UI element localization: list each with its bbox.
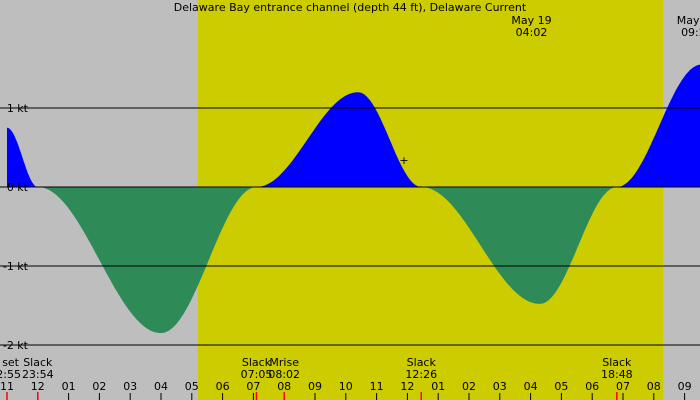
bottom-event-label-1: Slack bbox=[23, 356, 53, 369]
hour-label-2: 01 bbox=[62, 380, 76, 393]
hour-label-6: 05 bbox=[185, 380, 199, 393]
y-tick-labels: 1 kt 0 kt -1 kt -2 kt bbox=[3, 102, 29, 352]
bottom-event-label-0: set bbox=[2, 356, 19, 369]
hour-label-14: 01 bbox=[431, 380, 445, 393]
top-event-time-0: 04:02 bbox=[516, 26, 548, 39]
hour-label-4: 03 bbox=[123, 380, 137, 393]
bottom-event-time-4: 12:26 bbox=[405, 368, 437, 381]
hour-label-17: 04 bbox=[524, 380, 538, 393]
hour-label-8: 07 bbox=[246, 380, 260, 393]
bottom-event-label-2: Slack bbox=[242, 356, 272, 369]
ebb-area bbox=[37, 187, 257, 334]
hour-label-22: 09 bbox=[678, 380, 692, 393]
hour-label-11: 10 bbox=[339, 380, 353, 393]
bottom-event-time-1: 23:54 bbox=[22, 368, 54, 381]
hour-label-13: 12 bbox=[400, 380, 414, 393]
bottom-event-time-2: 07:05 bbox=[241, 368, 273, 381]
y-tick-label-0: 1 kt bbox=[7, 102, 29, 115]
top-event-date-1: May 19 bbox=[677, 14, 700, 27]
top-event-time-1: 09:24 bbox=[681, 26, 700, 39]
ebb-area bbox=[421, 187, 617, 304]
y-tick-label-3: -2 kt bbox=[3, 339, 29, 352]
hour-label-18: 05 bbox=[554, 380, 568, 393]
hour-label-9: 08 bbox=[277, 380, 291, 393]
cursor-marker: + bbox=[399, 154, 408, 167]
y-tick-label-1: 0 kt bbox=[7, 181, 29, 194]
hour-label-0: 11 bbox=[0, 380, 14, 393]
hour-label-19: 06 bbox=[585, 380, 599, 393]
hour-label-12: 11 bbox=[370, 380, 384, 393]
flood-area bbox=[256, 92, 422, 187]
hour-label-7: 06 bbox=[216, 380, 230, 393]
chart-title: Delaware Bay entrance channel (depth 44 … bbox=[174, 1, 527, 14]
flood-area bbox=[7, 127, 38, 187]
hour-label-16: 03 bbox=[493, 380, 507, 393]
current-fills bbox=[7, 64, 700, 334]
bottom-event-label-3: Mrise bbox=[269, 356, 299, 369]
hour-label-21: 08 bbox=[647, 380, 661, 393]
bottom-event-time-0: 2:55 bbox=[0, 368, 21, 381]
hour-label-3: 02 bbox=[92, 380, 106, 393]
hour-label-5: 04 bbox=[154, 380, 168, 393]
bottom-event-time-3: 08:02 bbox=[268, 368, 300, 381]
hour-label-20: 07 bbox=[616, 380, 630, 393]
bottom-event-label-5: Slack bbox=[602, 356, 632, 369]
top-event-date-0: May 19 bbox=[511, 14, 551, 27]
hour-axis: 11 12 01 02 03 04 05 06 07 08 09 10 11 12 01 02 03 04 05 06… bbox=[0, 380, 692, 400]
y-tick-label-2: -1 kt bbox=[3, 260, 29, 273]
hour-label-10: 09 bbox=[308, 380, 322, 393]
bottom-event-label-4: Slack bbox=[407, 356, 437, 369]
hour-label-15: 02 bbox=[462, 380, 476, 393]
bottom-event-time-5: 18:48 bbox=[601, 368, 633, 381]
y-gridlines bbox=[0, 107, 700, 346]
bottom-event-labels: set2:55Slack23:54Slack07:05Mrise08:02Sla… bbox=[0, 356, 633, 381]
flood-area bbox=[616, 64, 700, 187]
hour-label-1: 12 bbox=[31, 380, 45, 393]
